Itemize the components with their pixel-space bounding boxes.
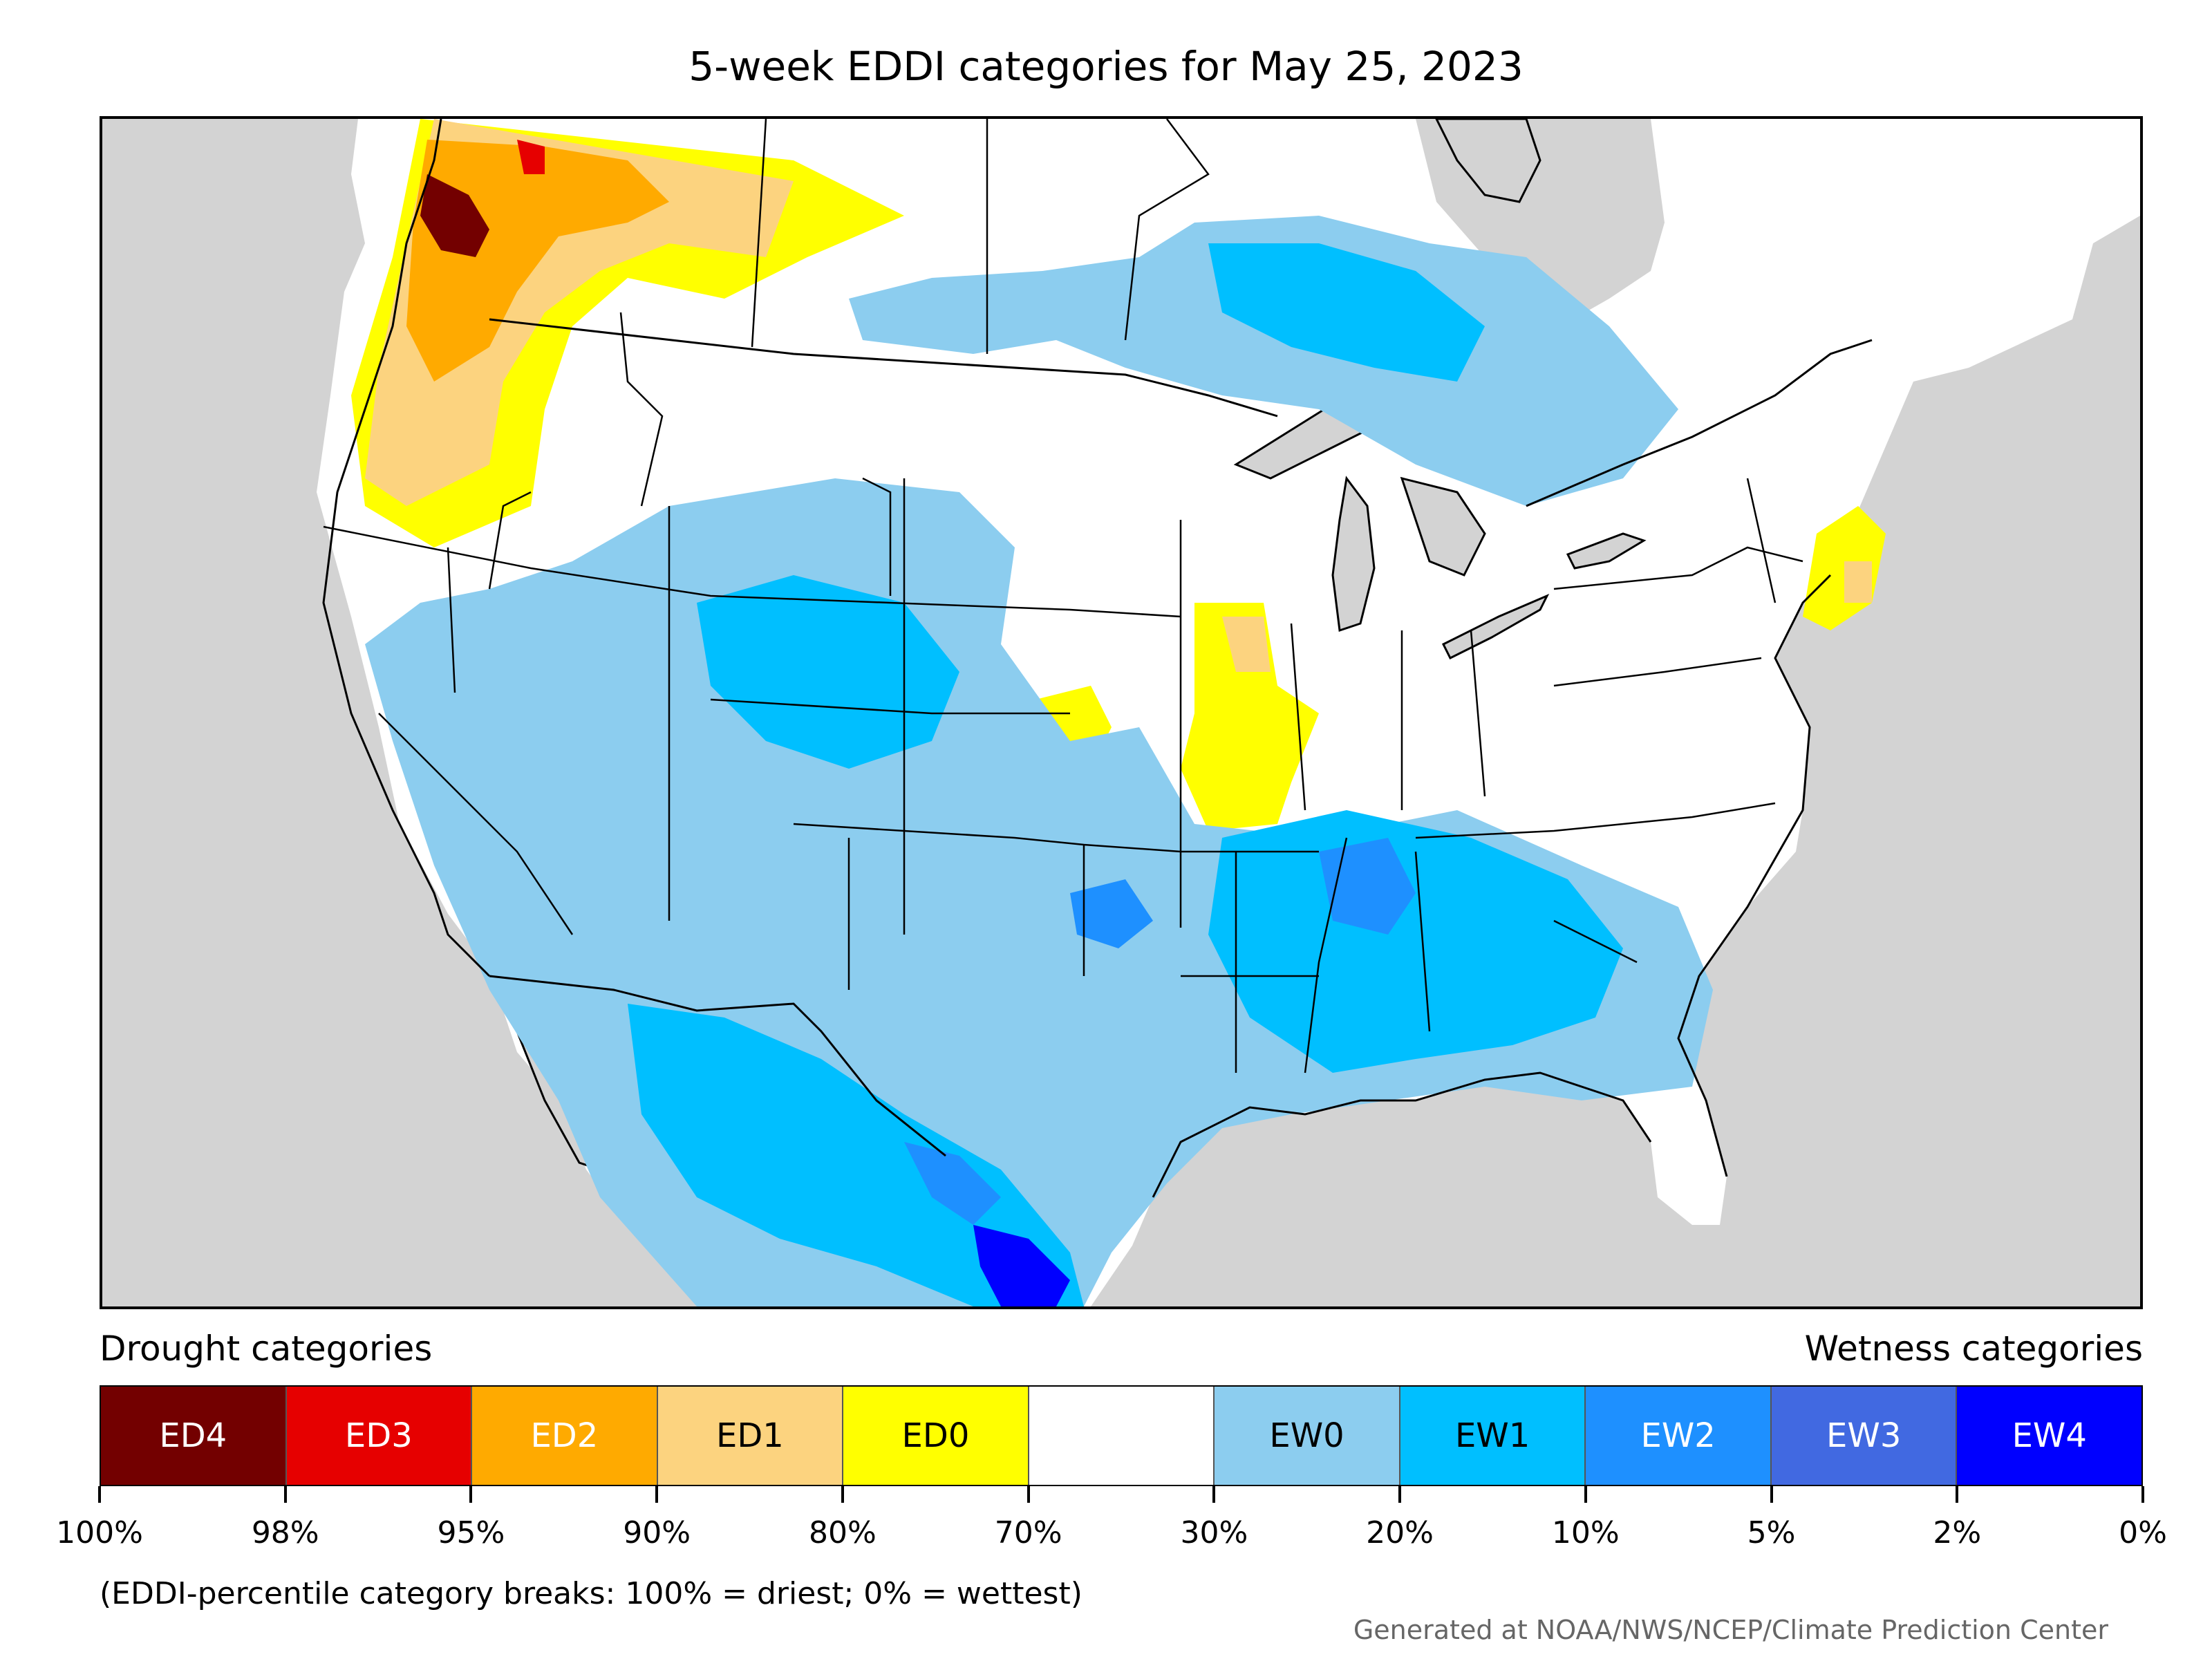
eddi-map (100, 116, 2143, 1309)
legend-cell-ed1: ED1 (657, 1387, 844, 1485)
legend-cell-ew0: EW0 (1215, 1387, 1400, 1485)
map-title: 5-week EDDI categories for May 25, 2023 (688, 43, 1524, 90)
legend-tick-mark (841, 1486, 844, 1503)
legend-tick-mark (1212, 1486, 1216, 1503)
ed4-patch-puget (420, 174, 489, 257)
legend-colorbar: ED4 ED3 ED2 ED1 ED0 EW0 EW1 EW2 EW3 EW4 (100, 1385, 2143, 1486)
ew1-patch-southeast (1208, 810, 1623, 1073)
ew4-patch-texas-coast (973, 1225, 1070, 1306)
lake-ontario (1566, 532, 1647, 570)
legend-tick-label: 0% (2119, 1515, 2167, 1550)
legend-cell-ew4: EW4 (1957, 1387, 2142, 1485)
map-canvas (317, 119, 2140, 1306)
legend-cell-ew1: EW1 (1400, 1387, 1586, 1485)
legend-cell-ed4: ED4 (101, 1387, 287, 1485)
legend-cell-normal (1029, 1387, 1215, 1485)
legend-tick-label: 90% (623, 1515, 691, 1550)
legend-tick-label: 95% (437, 1515, 505, 1550)
ew1-patch-texas (628, 1004, 1084, 1306)
legend-tick-mark (655, 1486, 659, 1503)
ew2-patch-oklahoma (1070, 879, 1153, 948)
legend-tick-label: 10% (1551, 1515, 1620, 1550)
legend-tick-label: 30% (1180, 1515, 1248, 1550)
legend-tick-label: 5% (1747, 1515, 1796, 1550)
ed0-patch-illinois (1181, 603, 1319, 831)
political-boundaries (322, 119, 1873, 1198)
lake-erie (1441, 594, 1550, 660)
legend-tick-label: 20% (1366, 1515, 1434, 1550)
legend-tick-mark (98, 1486, 101, 1503)
legend-tick-mark (2141, 1486, 2144, 1503)
ew2-patch-texas-coast (904, 1142, 1001, 1225)
ed2-patch-pacific-nw (406, 140, 669, 382)
legend-tick-mark (1584, 1486, 1587, 1503)
legend-cell-ed3: ED3 (286, 1387, 473, 1485)
ew1-patch-colorado (697, 575, 959, 769)
wetness-categories-heading: Wetness categories (1804, 1329, 2143, 1369)
state-boundaries (323, 119, 1803, 1074)
ew1-patch-canada (1208, 243, 1485, 382)
credit-line: Generated at NOAA/NWS/NCEP/Climate Predi… (1353, 1615, 2108, 1645)
legend-tick-mark (1956, 1486, 1959, 1503)
ew2-patch-mississippi (1319, 838, 1416, 935)
legend-cell-ew2: EW2 (1586, 1387, 1772, 1485)
legend-cell-ed2: ED2 (472, 1387, 658, 1485)
category-footnote: (EDDI-percentile category breaks: 100% =… (100, 1576, 1082, 1611)
legend-cell-ew3: EW3 (1771, 1387, 1958, 1485)
legend-tick-label: 100% (56, 1515, 143, 1550)
legend-tick-label: 70% (994, 1515, 1062, 1550)
legend-tick-label: 80% (809, 1515, 877, 1550)
hudson-bay (1435, 119, 1541, 203)
legend-tick-mark (1770, 1486, 1773, 1503)
ed1-patch-new-england (1844, 561, 1872, 603)
legend-tick-mark (469, 1486, 473, 1503)
lake-huron (1400, 476, 1486, 577)
legend-tick-mark (1027, 1486, 1030, 1503)
ew0-patch-canada (849, 216, 1678, 506)
drought-categories-heading: Drought categories (100, 1329, 433, 1369)
ed3-patch-bc (517, 140, 545, 174)
ed1-patch-illinois (1222, 617, 1271, 672)
legend-cell-ed0: ED0 (843, 1387, 1029, 1485)
legend-tick-mark (283, 1486, 287, 1503)
legend-tick-label: 2% (1933, 1515, 1982, 1550)
lake-michigan (1331, 476, 1376, 632)
legend-tick-label: 98% (251, 1515, 319, 1550)
legend-tick-mark (1398, 1486, 1402, 1503)
